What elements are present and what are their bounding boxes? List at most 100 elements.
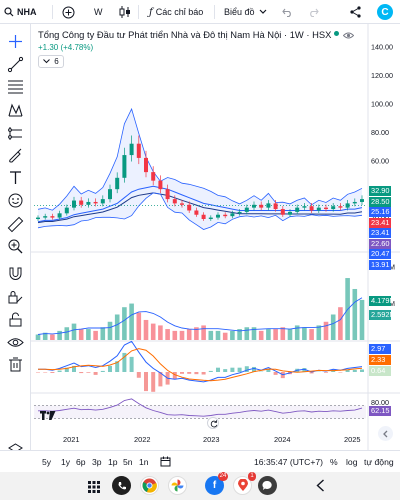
volume-bar — [359, 299, 365, 340]
maps-app-icon[interactable] — [233, 476, 252, 495]
volume-bar — [122, 307, 127, 340]
icon-tool[interactable] — [7, 192, 24, 209]
apps-grid-button[interactable] — [88, 480, 100, 498]
auto-scale-toggle[interactable]: tự động — [364, 457, 394, 467]
price-axis-tick: 140.00 — [371, 43, 393, 52]
prediction-tool[interactable] — [7, 125, 24, 142]
volume-bar — [266, 329, 271, 340]
toolbar-divider — [52, 5, 53, 19]
macd-tag: 2.97 — [369, 344, 391, 354]
collapsed-indicator-count: 6 — [54, 57, 59, 66]
range-3m-button[interactable]: 3p — [92, 457, 102, 467]
range-1m-button[interactable]: 1p — [108, 457, 118, 467]
hide-drawings-tool[interactable] — [7, 334, 24, 351]
range-1y-button[interactable]: 1y — [61, 457, 71, 467]
candles — [36, 135, 364, 221]
candle-body — [201, 214, 206, 220]
grid-icon — [88, 481, 100, 493]
candle-body — [43, 216, 48, 218]
android-back-button[interactable] — [316, 479, 325, 497]
redo-button[interactable] — [308, 0, 319, 24]
macd-tag: 2.33 — [369, 355, 391, 365]
trash-icon — [9, 357, 22, 372]
remove-drawings-tool[interactable] — [7, 356, 24, 373]
symbol-search-button[interactable]: NHA — [4, 0, 37, 24]
legend-collapse-toggle[interactable]: 6 — [38, 55, 64, 68]
pattern-tool[interactable] — [7, 102, 24, 119]
volume-bar — [35, 334, 41, 340]
unlock-icon — [9, 312, 22, 327]
rsi-pane — [34, 398, 366, 419]
chart-style-button[interactable] — [119, 0, 131, 24]
crosshair-tool[interactable] — [7, 33, 24, 50]
price-tag: 22.60 — [369, 238, 391, 249]
volume-bar — [294, 325, 300, 340]
macd-signal-line — [38, 348, 363, 382]
app-logo-button[interactable]: C — [377, 0, 393, 24]
volume-bar — [179, 330, 185, 340]
brush-icon — [9, 148, 22, 163]
lock-drawings-tool[interactable] — [7, 311, 24, 328]
macd-histogram-bar — [338, 372, 343, 373]
macd-histogram-bar — [237, 367, 242, 372]
compare-symbol-button[interactable] — [62, 0, 75, 24]
range-5d-button[interactable]: 5n — [123, 457, 133, 467]
search-icon — [4, 7, 14, 17]
candle-body — [208, 217, 213, 220]
range-1d-button[interactable]: 1n — [139, 457, 149, 467]
magnet-tool[interactable] — [7, 265, 24, 282]
macd-histogram-bar — [172, 372, 177, 380]
phone-app-icon[interactable] — [112, 476, 131, 495]
macd-histogram-bar — [345, 369, 350, 372]
eye-outline-icon[interactable] — [342, 28, 355, 39]
volume-bar — [258, 330, 264, 340]
indicators-button[interactable]: ƒ Các chỉ báo — [149, 0, 203, 24]
percent-scale-toggle[interactable]: % — [330, 457, 338, 467]
volume-bar — [316, 325, 322, 340]
zoom-in-tool[interactable] — [7, 238, 24, 255]
volume-bar — [309, 329, 314, 340]
volume-bar — [158, 325, 163, 340]
volume-bar — [150, 323, 156, 340]
candle-body — [309, 206, 314, 211]
brush-tool[interactable] — [7, 148, 24, 165]
candle-body — [316, 207, 321, 211]
candle-body — [288, 211, 292, 215]
reset-chart-button[interactable] — [207, 417, 219, 429]
crosshair-icon — [9, 35, 22, 48]
fib-lines-icon — [8, 80, 23, 94]
text-tool[interactable] — [7, 169, 24, 186]
share-button[interactable] — [350, 0, 361, 24]
macd-histogram-bar — [187, 372, 192, 374]
volume-ma-line — [37, 297, 363, 335]
volume-bar — [208, 330, 214, 340]
clock-readout[interactable]: 16:35:47 (UTC+7) — [254, 457, 324, 467]
time-axis-label: 2022 — [134, 435, 150, 444]
redo-icon — [310, 8, 319, 17]
price-tag: 25.16 — [369, 207, 391, 217]
smiley-icon — [8, 193, 23, 208]
measure-tool[interactable] — [7, 216, 24, 233]
trend-line-tool[interactable] — [7, 56, 24, 73]
range-6m-button[interactable]: 6p — [76, 457, 86, 467]
messenger-app-icon[interactable] — [258, 476, 277, 495]
legend-symbol-title[interactable]: Tổng Công ty Đầu tư Phát triển Nhà và Đô… — [38, 29, 332, 40]
log-scale-toggle[interactable]: log — [346, 457, 358, 467]
range-5y-button[interactable]: 5y — [42, 457, 52, 467]
fib-retracement-tool[interactable] — [7, 78, 24, 95]
volume-bar — [251, 327, 257, 340]
candle-body — [72, 200, 76, 208]
photos-app-icon[interactable] — [168, 476, 187, 495]
goto-date-button[interactable] — [160, 451, 171, 473]
macd-histogram-bar — [144, 372, 148, 392]
trend-line-icon — [7, 56, 24, 73]
facebook-app-icon[interactable]: f — [205, 476, 224, 495]
undo-button[interactable] — [282, 0, 293, 24]
stay-in-drawing-mode-tool[interactable] — [7, 288, 24, 305]
market-status-dot — [334, 31, 339, 36]
chevron-down-icon — [259, 9, 266, 14]
interval-button[interactable]: W — [94, 0, 103, 24]
chart-type-menu-button[interactable]: Biểu đồ — [224, 0, 267, 24]
chrome-app-icon[interactable] — [140, 476, 159, 495]
scroll-to-realtime-button[interactable] — [378, 426, 393, 441]
